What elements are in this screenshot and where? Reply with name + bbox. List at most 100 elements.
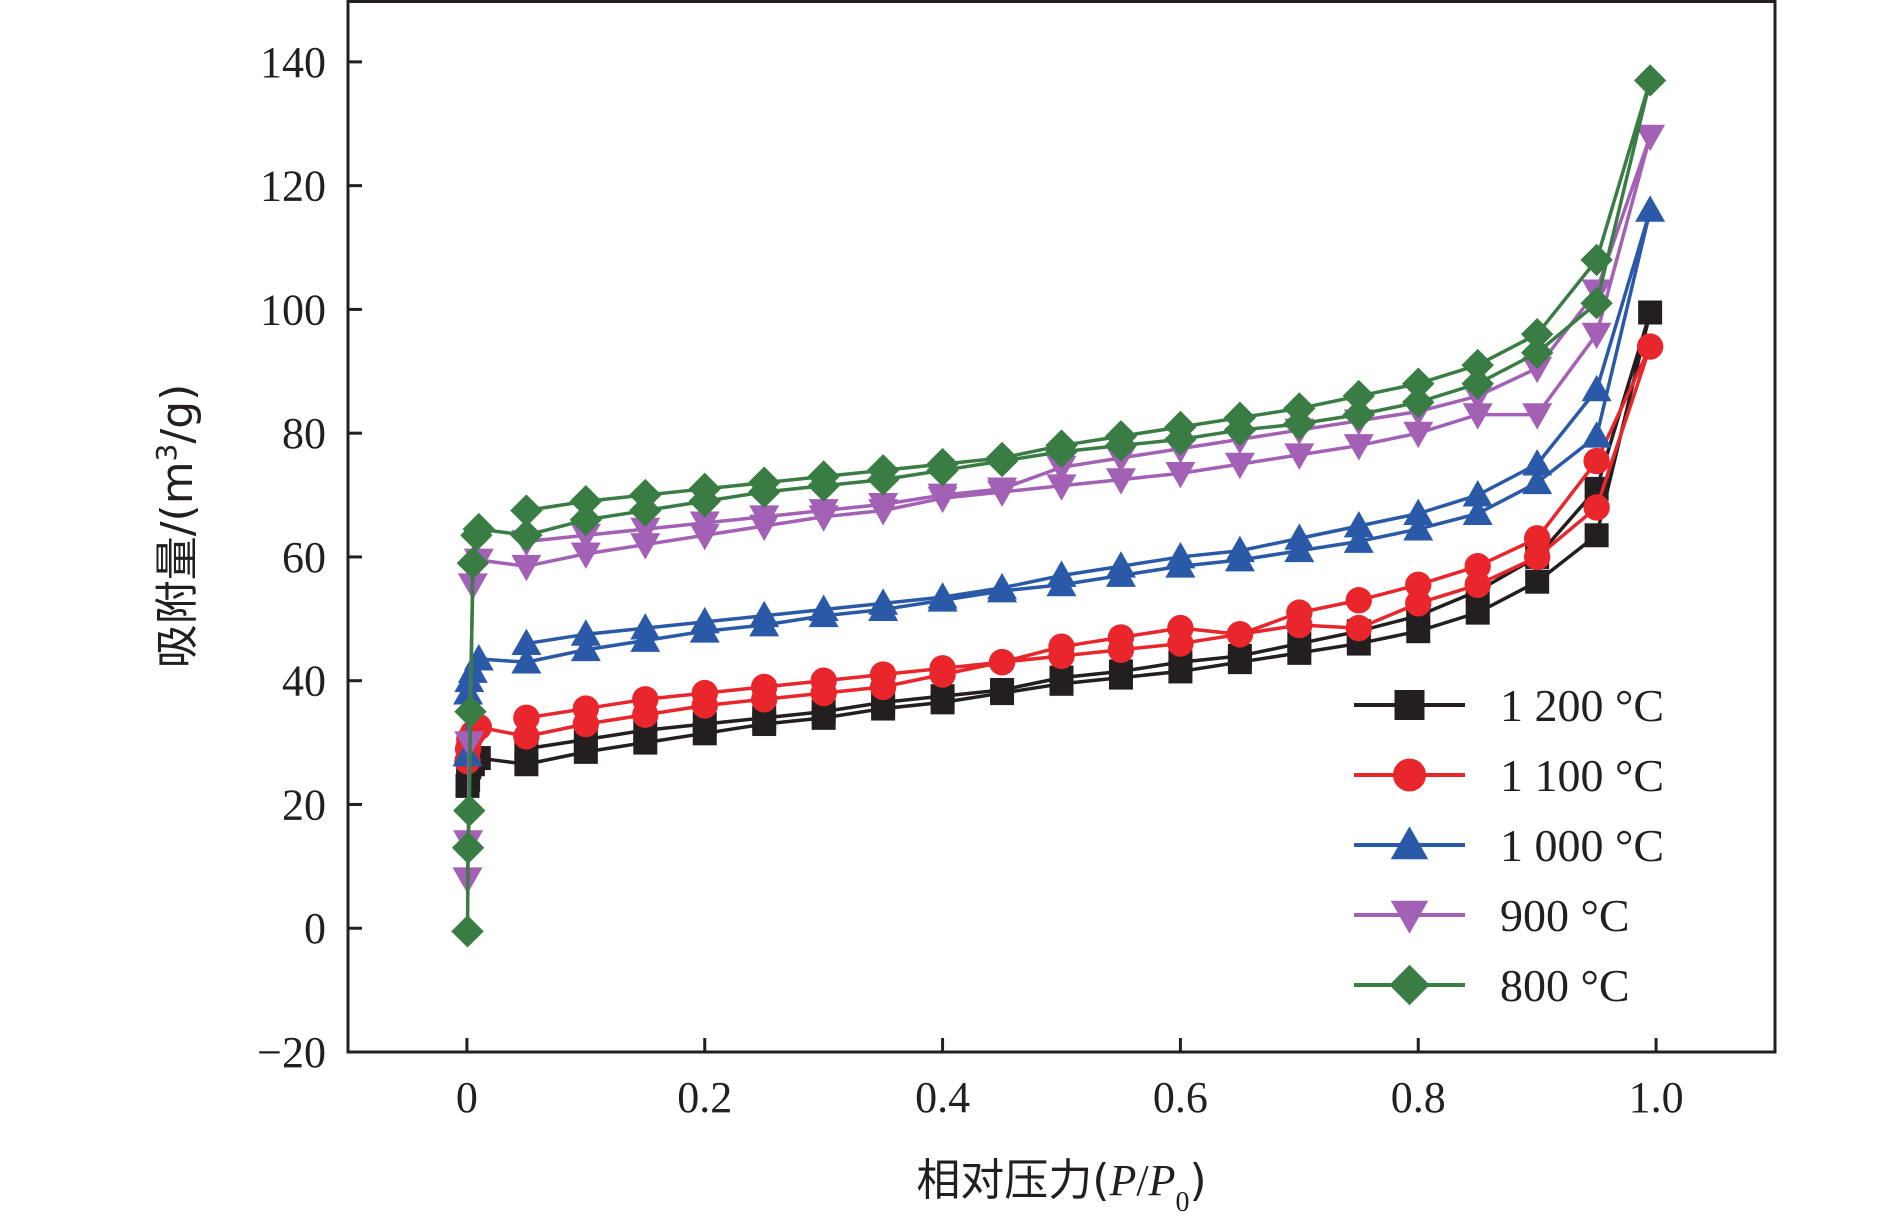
- data-point: [1286, 599, 1313, 626]
- data-point: [630, 517, 661, 545]
- legend-label: 900 °C: [1500, 890, 1630, 941]
- data-point: [1405, 590, 1432, 617]
- data-point: [808, 594, 839, 621]
- y-axis-title-text: 吸附量/(m: [152, 461, 203, 668]
- data-point: [1105, 551, 1136, 578]
- data-point: [1584, 523, 1609, 548]
- data-point: [1580, 243, 1613, 277]
- x-axis-title-p: P: [1108, 1156, 1136, 1205]
- data-point: [985, 441, 1019, 475]
- data-point: [1522, 467, 1553, 495]
- data-point: [1049, 665, 1074, 690]
- data-point: [456, 546, 490, 580]
- data-point: [1046, 455, 1077, 483]
- data-point: [510, 494, 543, 527]
- data-point: [1046, 474, 1077, 501]
- x-axis-title: 相对压力(P/P0): [916, 1155, 1206, 1218]
- data-point: [632, 686, 659, 713]
- data-point: [1522, 449, 1553, 476]
- data-point: [1464, 571, 1491, 598]
- legend-label: 800 °C: [1500, 960, 1630, 1011]
- data-point: [691, 679, 718, 707]
- x-axis-title-close: ): [1190, 1155, 1207, 1206]
- data-point: [1345, 614, 1372, 642]
- data-point: [808, 499, 839, 526]
- y-tick-label: 40: [282, 657, 326, 706]
- data-point: [689, 511, 720, 538]
- legend-marker: [1390, 900, 1429, 934]
- x-tick-label: 0.6: [1153, 1073, 1208, 1122]
- data-point: [1581, 322, 1612, 350]
- data-point: [1523, 543, 1551, 571]
- y-axis-title-superscript: 3: [150, 444, 183, 462]
- data-point: [1345, 587, 1372, 614]
- y-tick-label: 80: [282, 409, 326, 458]
- data-point: [630, 613, 661, 640]
- y-tick-label: 20: [282, 780, 326, 829]
- data-point: [1342, 379, 1375, 413]
- data-point: [1462, 403, 1493, 430]
- x-tick-label: 1.0: [1629, 1073, 1684, 1122]
- data-point: [1227, 643, 1252, 668]
- data-point: [570, 619, 601, 646]
- data-point: [570, 523, 601, 551]
- data-point: [1522, 356, 1553, 384]
- data-point: [1638, 300, 1663, 325]
- y-axis-title-tail: /g): [152, 384, 203, 444]
- data-point: [987, 477, 1018, 504]
- y-tick-label: 140: [260, 38, 326, 87]
- data-point: [570, 634, 601, 662]
- x-axis-title-text: 相对压力(: [916, 1155, 1109, 1206]
- data-point: [1583, 447, 1610, 475]
- data-point: [926, 447, 959, 481]
- data-point: [1402, 367, 1435, 400]
- data-point: [1108, 659, 1133, 684]
- data-point: [868, 588, 899, 615]
- data-point: [1165, 462, 1196, 489]
- data-point: [807, 460, 840, 493]
- data-point: [1164, 410, 1197, 444]
- data-point: [1343, 511, 1374, 538]
- data-point: [1403, 514, 1434, 541]
- data-point: [810, 667, 837, 694]
- data-point: [1633, 64, 1667, 97]
- data-point: [453, 794, 486, 827]
- data-point: [990, 677, 1015, 702]
- data-point: [1580, 287, 1613, 320]
- data-point: [511, 554, 542, 582]
- legend-marker: [1390, 826, 1429, 860]
- data-point: [1583, 494, 1610, 521]
- data-point: [462, 512, 496, 546]
- data-point: [1223, 401, 1257, 434]
- data-point: [1165, 541, 1196, 569]
- data-point: [748, 466, 781, 499]
- data-point: [570, 542, 601, 569]
- data-point: [1464, 553, 1491, 580]
- data-point: [629, 478, 662, 512]
- x-axis-title-subscript: 0: [1176, 1187, 1190, 1218]
- series-800c: [451, 64, 1667, 948]
- x-tick-label: 0.8: [1391, 1073, 1446, 1122]
- data-point: [1224, 535, 1255, 563]
- x-axis-title-p0: P: [1148, 1156, 1176, 1205]
- plot-frame: [346, 0, 1777, 1054]
- data-point: [1523, 525, 1551, 552]
- y-tick-label: −20: [257, 1028, 326, 1077]
- data-point: [988, 648, 1016, 676]
- data-point: [1635, 195, 1666, 222]
- y-tick-label: 100: [260, 285, 326, 334]
- legend: 1 200 °C 1 100 °C 1 000 °C 900 °C 800 °C: [1354, 680, 1664, 1011]
- legend-label: 1 200 °C: [1500, 680, 1664, 731]
- data-point: [1462, 498, 1493, 526]
- x-axis-title-slash: /: [1136, 1156, 1149, 1205]
- data-point: [927, 483, 958, 511]
- data-point: [1520, 317, 1554, 351]
- series-layer: [451, 64, 1667, 948]
- data-point: [630, 533, 661, 560]
- data-point: [749, 505, 780, 532]
- data-point: [1107, 624, 1135, 651]
- legend-label: 1 000 °C: [1500, 820, 1664, 871]
- legend-marker: [1389, 964, 1430, 1006]
- data-point: [930, 684, 955, 709]
